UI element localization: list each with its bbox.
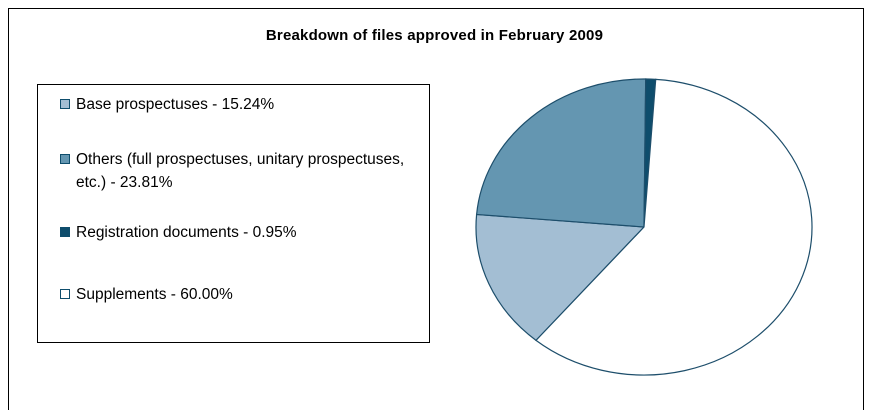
legend-swatch xyxy=(60,227,70,237)
legend-item: Registration documents - 0.95% xyxy=(60,221,436,244)
chart-title: Breakdown of files approved in February … xyxy=(265,27,604,44)
legend-item: Base prospectuses - 15.24% xyxy=(60,93,436,116)
legend-item: Supplements - 60.00% xyxy=(60,283,436,306)
pie-slice xyxy=(535,78,813,376)
legend-label: Supplements - 60.00% xyxy=(76,286,233,303)
legend-swatch xyxy=(60,154,70,164)
pie-slice xyxy=(475,78,647,228)
legend-swatch xyxy=(60,289,70,299)
legend-item: Others (full prospectuses, unitary prosp… xyxy=(60,148,436,194)
pie-slice xyxy=(475,213,646,342)
chart-frame xyxy=(8,8,864,410)
legend: Base prospectuses - 15.24% Others (full p… xyxy=(37,84,430,343)
legend-swatch xyxy=(60,99,70,109)
legend-label: Others (full prospectuses, unitary prosp… xyxy=(76,151,405,191)
legend-label: Base prospectuses - 15.24% xyxy=(76,96,275,113)
legend-label: Registration documents - 0.95% xyxy=(76,224,297,241)
